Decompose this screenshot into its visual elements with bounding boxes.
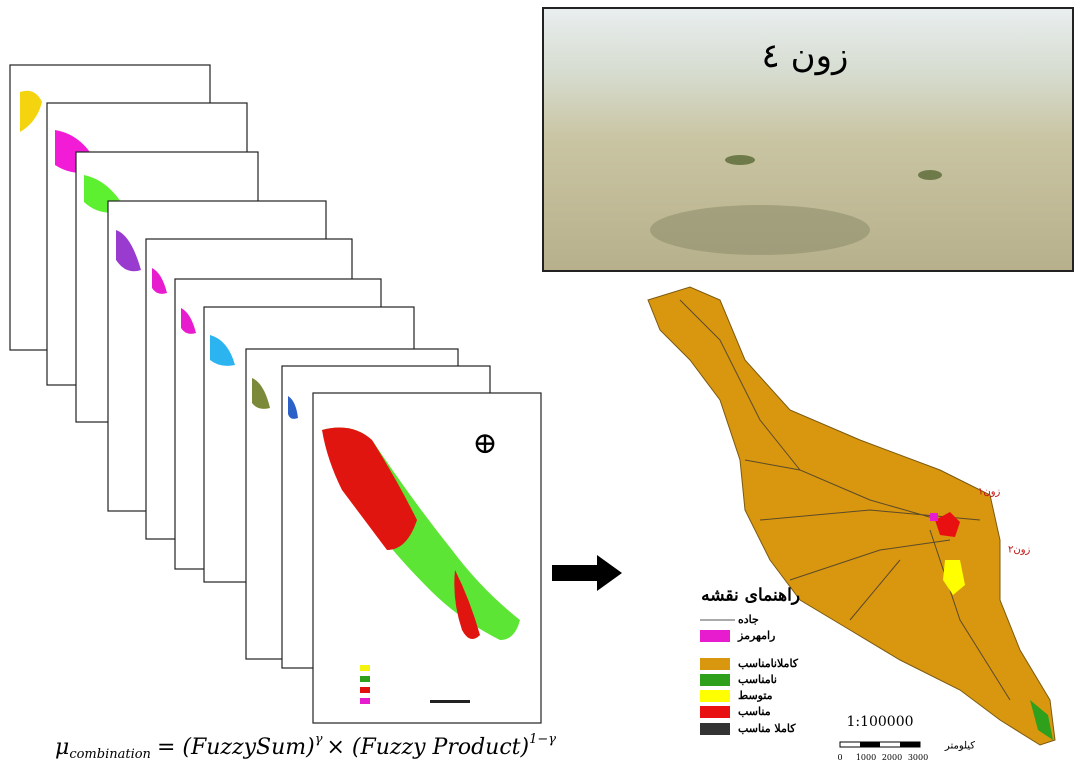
scale-tick-label: 1000 [856, 753, 876, 762]
scale-ratio: 1:100000 [846, 714, 913, 730]
formula-part: = (FuzzySum) [157, 735, 315, 760]
arrow [552, 555, 622, 591]
legend-label: مناسب [738, 705, 771, 718]
legend-label: جاده [738, 613, 759, 626]
legend-label: متوسط [738, 689, 773, 702]
scale-bar [860, 742, 880, 747]
legend-swatch [700, 674, 730, 686]
legend-swatch [700, 690, 730, 702]
mini-legend [360, 687, 370, 693]
sheet-stack: ⊕ [10, 65, 541, 723]
legend-swatch [700, 706, 730, 718]
scale-tick-label: 3000 [908, 753, 928, 762]
legend-label: کاملا مناسب [738, 722, 796, 735]
legend-swatch [700, 658, 730, 670]
formula-exp: γ [315, 732, 323, 747]
figure: ⊕ μcombination = (FuzzySum)γ× (Fuzzy Prod… [0, 0, 1075, 772]
formula-exp: 1−γ [529, 732, 556, 747]
legend-swatch [700, 630, 730, 642]
scale-tick-label: 2000 [882, 753, 902, 762]
zone-label: زون۱ [978, 487, 1001, 498]
scale-tick-label: 0 [837, 753, 842, 762]
mini-legend [360, 698, 370, 704]
scale-ticks: 0 1000 2000 3000 [837, 753, 928, 762]
photo-caption: زون ٤ [762, 36, 849, 76]
scale-unit: کیلومتر [944, 741, 975, 752]
legend-label: کاملانامناسب [738, 657, 799, 670]
formula-part: × (Fuzzy Product) [326, 735, 529, 760]
shrub [918, 170, 942, 180]
legend-title: راهنمای نقشه [701, 586, 800, 606]
zone [930, 513, 938, 521]
shadow [650, 205, 870, 255]
formula: μcombination = (FuzzySum)γ× (Fuzzy Produc… [55, 732, 556, 762]
shrub [725, 155, 755, 165]
legend-label: نامناسب [738, 673, 777, 686]
mini-legend [360, 676, 370, 682]
legend: جاده رامهرمز کاملانامناسب نامناسب متوسط مناسب… [700, 613, 799, 735]
north-arrow: ⊕ [472, 426, 497, 461]
legend-swatch [700, 723, 730, 735]
formula-mu: μ [55, 735, 69, 760]
page: ⊕ μcombination = (FuzzySum)γ× (Fuzzy Prod… [0, 0, 1075, 776]
legend-label: رامهرمز [737, 629, 775, 642]
mini-scale [430, 700, 470, 703]
zone-label: زون۲ [1008, 545, 1031, 556]
mini-legend [360, 665, 370, 671]
formula-sub: combination [69, 747, 151, 762]
scale-bar [900, 742, 920, 747]
